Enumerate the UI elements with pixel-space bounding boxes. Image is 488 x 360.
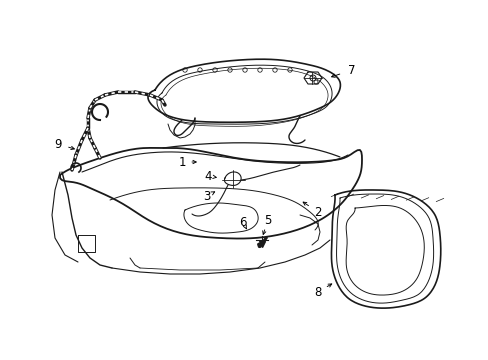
- Text: 3: 3: [203, 189, 210, 202]
- Text: 9: 9: [54, 138, 61, 150]
- Text: 2: 2: [314, 206, 321, 219]
- Text: 6: 6: [239, 216, 246, 229]
- Text: 4: 4: [204, 170, 211, 183]
- Text: 5: 5: [264, 213, 271, 226]
- Text: 7: 7: [347, 63, 355, 77]
- Text: 8: 8: [314, 285, 321, 298]
- Text: 1: 1: [178, 156, 185, 168]
